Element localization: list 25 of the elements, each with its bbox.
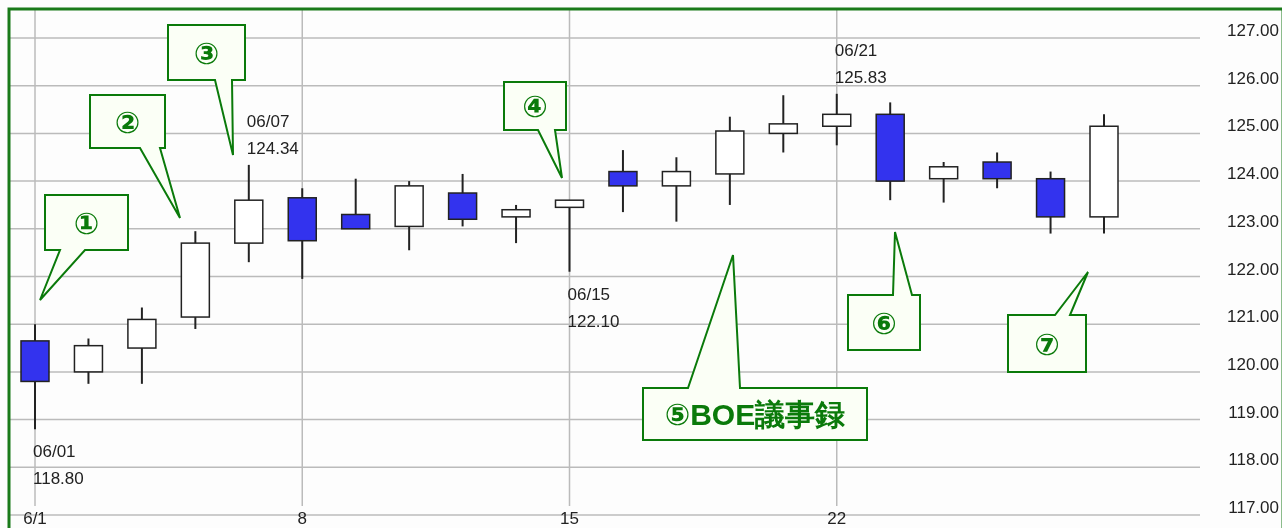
annotation: ⑥ — [871, 306, 897, 340]
y-tick-label: 127.00 — [1227, 21, 1279, 40]
x-tick-label: 6/1 — [23, 509, 47, 528]
y-tick-label: 123.00 — [1227, 211, 1279, 231]
annotation: ⑦ — [1034, 327, 1060, 361]
annotation: 06/21 125.83 — [834, 40, 887, 87]
x-tick-label: 8 — [297, 509, 307, 528]
annotation: ③ — [193, 36, 220, 70]
annotation: 06/07 124.34 — [246, 111, 299, 158]
y-tick-label: 118.00 — [1228, 450, 1279, 470]
y-tick-label: 121.00 — [1227, 307, 1279, 327]
y-tick-label: 125.00 — [1227, 116, 1279, 136]
annotation: 06/01 118.80 — [33, 442, 84, 489]
y-tick-label: 122.00 — [1227, 259, 1279, 279]
y-tick-label: 126.00 — [1227, 68, 1279, 88]
annotation: ② — [114, 105, 141, 139]
y-tick-label: 124.00 — [1227, 164, 1279, 184]
x-tick-label: 15 — [560, 509, 579, 528]
y-tick-label: 117.00 — [1228, 498, 1279, 517]
x-tick-label: 22 — [827, 509, 847, 528]
y-tick-label: 119.00 — [1228, 402, 1279, 422]
annotation: 06/15 122.10 — [567, 284, 620, 331]
y-tick-label: 120.00 — [1227, 354, 1279, 374]
annotation: ⑤BOE議事録 — [664, 398, 846, 431]
annotation: ④ — [522, 90, 548, 123]
